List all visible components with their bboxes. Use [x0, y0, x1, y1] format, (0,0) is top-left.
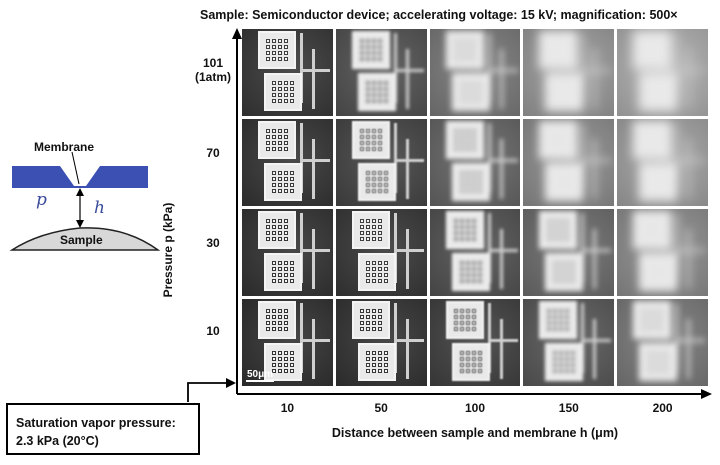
sem-image-p101-h50: [335, 29, 427, 116]
sem-image-p70-h200: [617, 119, 708, 206]
y-tick-sub: (1atm): [194, 70, 231, 84]
sem-image-p10-h10: 50μm: [242, 299, 333, 386]
sem-image-p101-h10: [242, 29, 333, 116]
electrode-pad: [351, 301, 390, 339]
electrode-pad: [351, 211, 390, 249]
sem-image-p70-h150: [523, 119, 615, 206]
electrode-pad: [639, 73, 678, 111]
electrode-pad: [451, 73, 490, 111]
electrode-pad: [639, 163, 678, 201]
x-tick-200: 200: [652, 401, 673, 415]
electrode-pad: [539, 121, 578, 159]
electrode-pad: [545, 253, 584, 291]
sem-image-p30-h10: [242, 209, 333, 296]
electrode-pad: [545, 73, 584, 111]
electrode-pad: [633, 211, 672, 249]
sem-image-p70-h50: [335, 119, 427, 206]
electrode-pad: [539, 211, 578, 249]
electrode-pad: [264, 163, 302, 201]
electrode-pad: [451, 343, 490, 381]
membrane-shape: [12, 166, 148, 188]
x-tick-100: 100: [464, 401, 486, 415]
electrode-pad: [351, 31, 390, 69]
sem-image-p10-h200: [617, 299, 708, 386]
x-axis-label: Distance between sample and membrane h (…: [331, 426, 619, 440]
electrode-pad: [539, 31, 578, 69]
electrode-pad: [633, 301, 672, 339]
electrode-pad: [633, 121, 672, 159]
note-line-1: Saturation vapor pressure:: [16, 416, 176, 430]
electrode-pad: [351, 121, 390, 159]
electrode-pad: [451, 163, 490, 201]
saturation-note-box: Saturation vapor pressure: 2.3 kPa (20°C…: [6, 403, 200, 455]
y-tick-value: 30: [206, 236, 220, 250]
electrode-pad: [445, 301, 484, 339]
electrode-pad: [258, 301, 296, 339]
note-line-2: 2.3 kPa (20°C): [16, 434, 99, 448]
sem-image-p10-h100: [429, 299, 521, 386]
schematic-drawing: [9, 151, 161, 251]
electrode-pad: [357, 73, 396, 111]
electrode-pad: [539, 301, 578, 339]
y-axis-label: Pressure p (kPa): [161, 202, 175, 298]
distance-symbol: h: [94, 198, 105, 218]
electrode-pad: [258, 31, 296, 69]
y-tick-value: 101: [202, 56, 224, 70]
y-tick-70: 70: [193, 146, 233, 160]
sem-image-p30-h100: [429, 209, 521, 296]
electrode-pad: [445, 211, 484, 249]
y-tick-10: 10: [193, 324, 233, 338]
electrode-pad: [545, 343, 584, 381]
sem-image-p70-h100: [429, 119, 521, 206]
membrane-schematic: Membrane p h Sample: [0, 130, 170, 260]
sem-image-grid: 50μm: [242, 29, 708, 386]
electrode-pad: [451, 253, 490, 291]
electrode-pad: [357, 343, 396, 381]
figure-title: Sample: Semiconductor device; accelerati…: [200, 8, 678, 22]
electrode-pad: [639, 343, 678, 381]
electrode-pad: [357, 253, 396, 291]
y-tick-30: 30: [193, 236, 233, 250]
y-tick-101: 101 (1atm): [193, 56, 233, 84]
sample-label: Sample: [60, 233, 103, 247]
x-tick-150: 150: [558, 401, 579, 415]
x-tick-50: 50: [374, 401, 388, 415]
sem-image-p30-h200: [617, 209, 708, 296]
membrane-label: Membrane: [34, 140, 95, 154]
x-tick-10: 10: [280, 401, 295, 415]
electrode-pad: [445, 31, 484, 69]
sem-image-p101-h100: [429, 29, 521, 116]
sem-image-p30-h150: [523, 209, 615, 296]
scale-bar: 50μm: [246, 369, 275, 382]
electrode-pad: [639, 253, 678, 291]
y-tick-value: 10: [206, 324, 220, 338]
electrode-pad: [264, 73, 302, 111]
electrode-pad: [258, 121, 296, 159]
sem-image-p30-h50: [335, 209, 427, 296]
electrode-pad: [258, 211, 296, 249]
sem-image-p101-h200: [617, 29, 708, 116]
sem-image-p101-h150: [523, 29, 615, 116]
pressure-symbol: p: [36, 190, 47, 210]
sem-image-p10-h50: [335, 299, 427, 386]
electrode-pad: [545, 163, 584, 201]
sem-image-p10-h150: [523, 299, 615, 386]
electrode-pad: [264, 253, 302, 291]
electrode-pad: [357, 163, 396, 201]
sample-shape: [9, 227, 161, 251]
y-tick-value: 70: [206, 146, 220, 160]
electrode-pad: [633, 31, 672, 69]
electrode-pad: [445, 121, 484, 159]
electrode-pad: [264, 343, 302, 381]
sem-image-p70-h10: [242, 119, 333, 206]
